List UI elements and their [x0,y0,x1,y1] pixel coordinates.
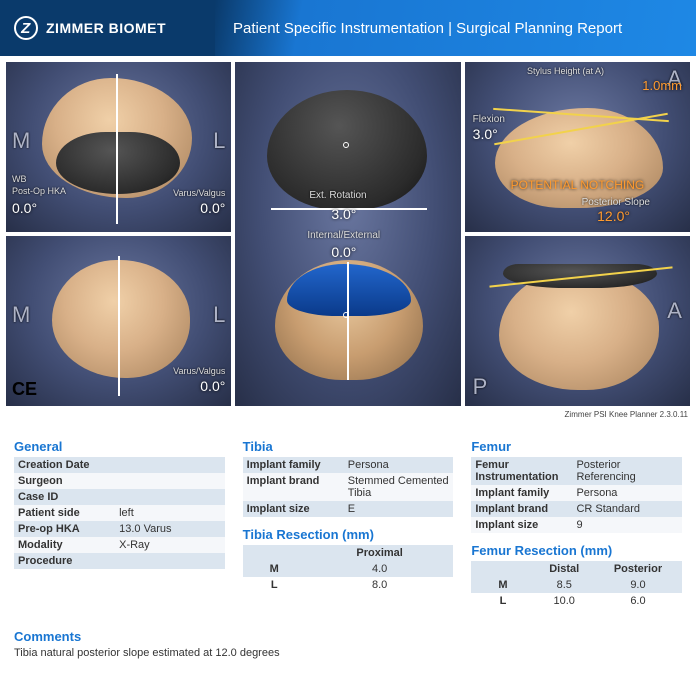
varusvalgus-label: Varus/Valgus [173,366,225,376]
posterior-slope-value: 12.0° [597,208,630,224]
ext-rotation-value: 3.0° [331,206,356,222]
femur-title: Femur [471,439,682,454]
label-anterior: A [667,298,682,324]
postop-hka-value: 0.0° [12,200,37,216]
stylus-label: Stylus Height (at A) [527,66,604,76]
label-medial: M [12,302,30,328]
flexion-value: 3.0° [473,126,498,142]
brand-block: Z ZIMMER BIOMET [0,0,215,56]
tibia-title: Tibia [243,439,454,454]
tibia-section: Tibia Implant familyPersona Implant bran… [243,437,454,609]
tibia-table: Implant familyPersona Implant brandStemm… [243,457,454,517]
wb-label: WB [12,174,27,184]
planner-version: Zimmer PSI Knee Planner 2.3.0.11 [0,408,696,419]
femur-section: Femur Femur InstrumentationPosterior Ref… [471,437,682,609]
general-title: General [14,439,225,454]
tibia-resection-table: Proximal M4.0 L8.0 [243,545,454,593]
viz-femur-ap: M L Varus/Valgus 0.0° WB Post-Op HKA 0.0… [6,62,231,232]
brand-text: ZIMMER BIOMET [46,20,166,36]
femur-resection-table: DistalPosterior M8.59.0 L10.06.0 [471,561,682,609]
comments-title: Comments [14,629,682,644]
label-posterior: P [473,374,488,400]
internal-external-value: 0.0° [331,244,356,260]
report-title: Patient Specific Instrumentation | Surgi… [215,0,696,56]
posterior-slope-label: Posterior Slope [582,197,650,208]
viz-tibia-ap: M L Varus/Valgus 0.0° CE [6,236,231,406]
viz-tibia-lateral: A P [465,236,690,406]
stylus-value: 1.0mm [642,78,682,93]
general-table: Creation Date Surgeon Case ID Patient si… [14,457,225,569]
viz-femur-lateral: A Stylus Height (at A) 1.0mm Flexion 3.0… [465,62,690,232]
visualization-grid: M L Varus/Valgus 0.0° WB Post-Op HKA 0.0… [0,56,696,408]
tibia-resection-title: Tibia Resection (mm) [243,527,454,542]
varusvalgus-value: 0.0° [200,200,225,216]
postop-hka-label: Post-Op HKA [12,186,66,196]
viz-axial: Ext. Rotation 3.0° Internal/External 0.0… [235,62,460,406]
flexion-label: Flexion [473,114,505,125]
label-lateral: L [213,128,225,154]
label-lateral: L [213,302,225,328]
ce-mark-icon: CE [12,379,37,400]
femur-table: Femur InstrumentationPosterior Referenci… [471,457,682,533]
label-medial: M [12,128,30,154]
notching-warning: POTENTIAL NOTCHING [511,178,645,192]
report-header: Z ZIMMER BIOMET Patient Specific Instrum… [0,0,696,56]
data-area: General Creation Date Surgeon Case ID Pa… [0,419,696,619]
varusvalgus-value: 0.0° [200,378,225,394]
femur-resection-title: Femur Resection (mm) [471,543,682,558]
ext-rotation-label: Ext. Rotation [309,190,366,201]
varusvalgus-label: Varus/Valgus [173,188,225,198]
internal-external-label: Internal/External [307,230,380,241]
comments-section: Comments Tibia natural posterior slope e… [0,619,696,673]
zimmer-logo-icon: Z [14,16,38,40]
comments-text: Tibia natural posterior slope estimated … [14,647,682,659]
general-section: General Creation Date Surgeon Case ID Pa… [14,437,225,609]
